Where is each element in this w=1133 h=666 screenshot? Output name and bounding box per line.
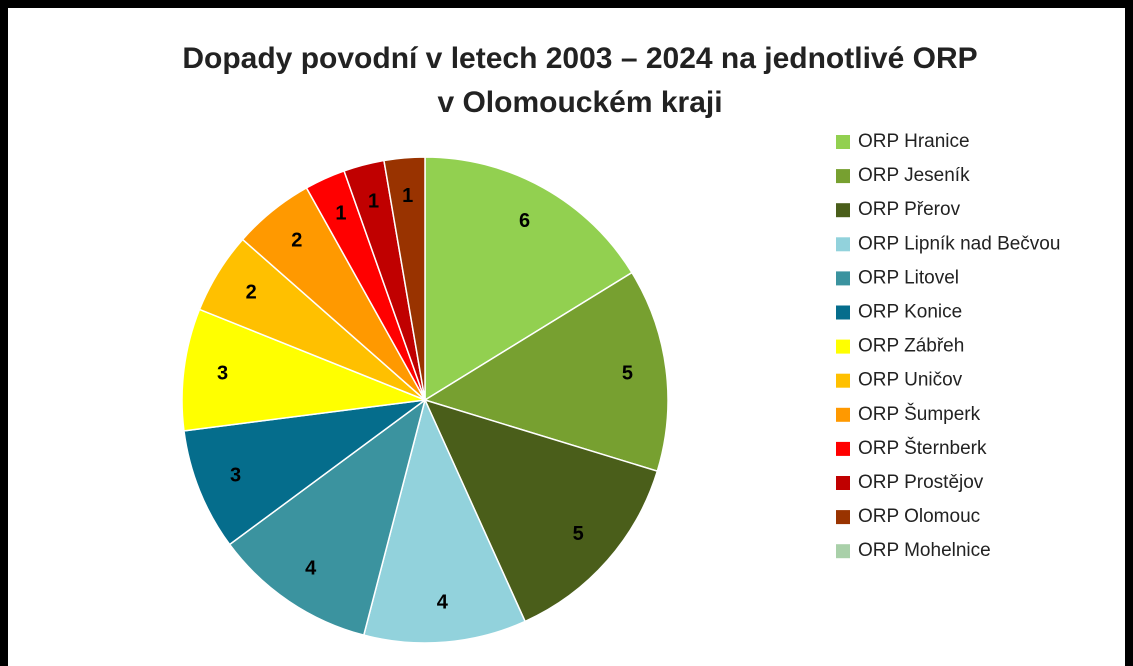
pie-slice [183,398,428,546]
legend-swatch [836,169,850,184]
legend-label: ORP Konice [858,302,962,323]
legend-swatch [836,271,850,286]
pie-slice [423,398,659,623]
legend-label: ORP Šumperk [858,403,981,425]
data-label: 5 [622,362,633,384]
data-label: 4 [305,557,317,579]
legend-label: ORP Uničov [858,370,963,391]
legend-label: ORP Šternberk [858,437,987,459]
legend-swatch [836,476,850,490]
legend-label: ORP Prostějov [858,472,984,493]
data-label: 1 [402,185,413,207]
legend-label: ORP Lipník nad Bečvou [858,233,1060,254]
legend-label: ORP Mohelnice [858,540,991,561]
pie-slice [181,308,428,432]
legend-swatch [836,373,850,388]
chart-title: v Olomouckém kraji [437,86,722,119]
legend-swatch [836,305,850,320]
legend-label: ORP Přerov [858,199,961,220]
pie-slice [423,271,669,473]
pie-slice [228,398,427,637]
legend-swatch [836,510,850,525]
legend-swatch [836,135,850,149]
data-label: 2 [291,229,302,251]
chart-title: Dopady povodní v letech 2003 – 2024 na j… [182,42,977,75]
legend-label: ORP Jeseník [858,165,970,186]
legend-swatch [836,407,850,422]
data-label: 3 [230,464,241,486]
data-label: 2 [246,281,257,303]
data-label: 3 [217,362,228,384]
legend-label: ORP Hranice [858,131,970,152]
pie-slice [383,156,426,401]
legend-label: ORP Zábřeh [858,336,964,357]
legend-swatch [836,203,850,218]
legend-label: ORP Litovel [858,267,959,288]
pie-slice [362,397,527,644]
data-label: 4 [437,592,449,614]
legend-swatch [836,441,850,456]
data-label: 6 [519,210,530,232]
legend-swatch [836,237,850,252]
legend-swatch [836,339,850,354]
data-label: 5 [573,523,584,545]
data-label: 1 [335,202,346,224]
legend-swatch [836,544,850,559]
pie-slice [424,156,633,402]
data-label: 1 [368,191,379,213]
legend-label: ORP Olomouc [858,506,980,527]
